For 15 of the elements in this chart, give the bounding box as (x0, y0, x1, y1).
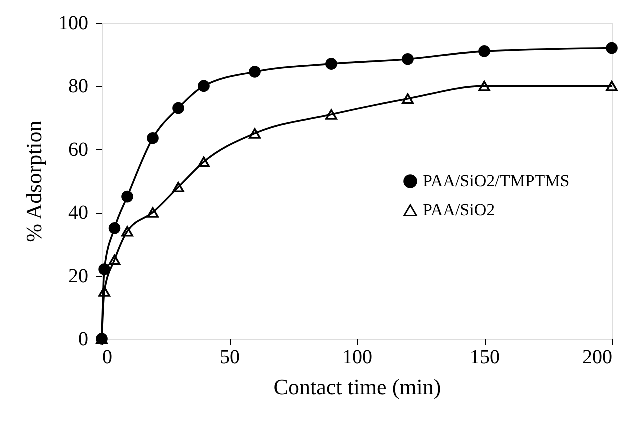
y-tick-label: 40 (68, 202, 88, 224)
legend-label: PAA/SiO2/TMPTMS (423, 172, 570, 190)
y-tick-label: 80 (68, 76, 88, 98)
x-tick-label: 100 (342, 346, 372, 368)
y-tick-label: 20 (68, 265, 88, 288)
x-axis-title: Contact time (min) (274, 374, 442, 400)
legend-label: PAA/SiO2 (423, 200, 496, 220)
x-tick-label: 200 (582, 346, 612, 368)
x-tick-label: 50 (220, 346, 240, 368)
y-tick-label: 0 (78, 328, 88, 350)
x-tick-label: 150 (470, 346, 500, 368)
y-tick-label: 60 (68, 138, 88, 161)
y-tick-label: 100 (58, 12, 88, 34)
y-axis-title: % Adsorption (22, 120, 46, 242)
x-tick-label: 0 (102, 346, 112, 368)
